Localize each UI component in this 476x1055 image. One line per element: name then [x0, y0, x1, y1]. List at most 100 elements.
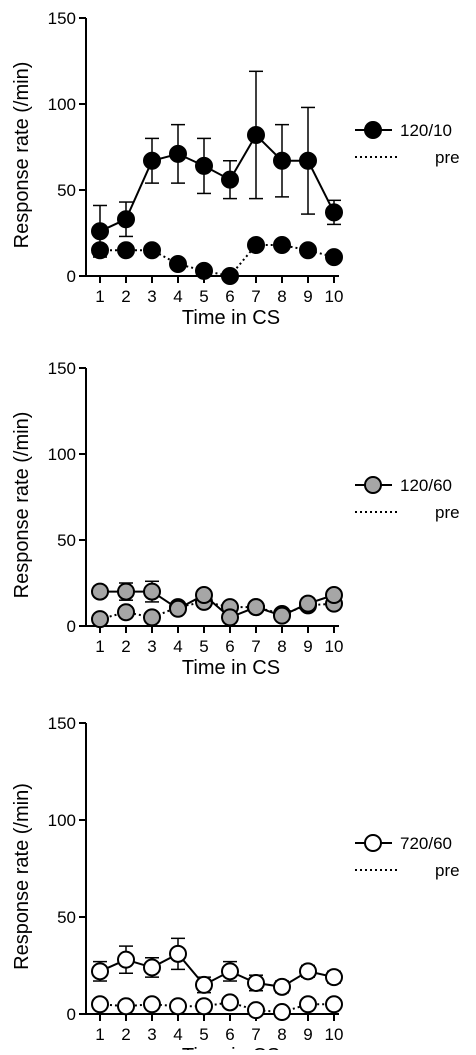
x-tick-label: 1 — [95, 1025, 104, 1044]
y-tick-label: 100 — [48, 95, 76, 114]
data-point — [299, 962, 317, 981]
y-tick-label: 0 — [67, 1005, 76, 1024]
data-point — [195, 975, 213, 994]
data-point — [143, 958, 161, 977]
data-point — [91, 962, 109, 981]
data-point — [221, 170, 239, 189]
x-tick-label: 1 — [95, 637, 104, 656]
y-axis-title: Response rate (/min) — [11, 62, 33, 249]
legend-label: 120/10 — [400, 121, 452, 140]
x-axis-title: Time in CS — [182, 1045, 280, 1050]
data-point — [221, 267, 239, 285]
series-line — [99, 1001, 334, 1014]
legend-label: 720/60 — [400, 834, 452, 853]
data-point — [221, 993, 239, 1012]
legend-label: pre — [435, 861, 460, 880]
data-point — [117, 603, 135, 622]
data-point — [273, 151, 291, 170]
x-tick-label: 8 — [277, 287, 286, 306]
x-tick-label: 3 — [147, 287, 156, 306]
x-tick-label: 4 — [173, 287, 182, 306]
y-tick-label: 100 — [48, 811, 76, 830]
x-tick-label: 3 — [147, 1025, 156, 1044]
y-tick-label: 50 — [57, 908, 76, 927]
data-point — [325, 968, 343, 987]
data-point — [91, 222, 109, 241]
data-point — [169, 944, 187, 963]
data-point — [117, 210, 135, 229]
data-point — [247, 973, 265, 992]
x-tick-label: 6 — [225, 1025, 234, 1044]
y-tick-label: 50 — [57, 181, 76, 200]
data-point — [325, 248, 343, 267]
x-tick-label: 4 — [173, 637, 182, 656]
x-axis-title: Time in CS — [182, 307, 280, 329]
series-main — [91, 937, 343, 996]
data-point — [169, 997, 187, 1016]
legend-label: 120/60 — [400, 476, 452, 495]
data-point — [273, 606, 291, 625]
series-pre — [91, 236, 343, 285]
data-point — [117, 582, 135, 601]
data-point — [91, 610, 109, 629]
chart-panel-2: 0 50 100 150 1 2 3 4 5 6 7 8 9 10 Time in CS Response r… — [11, 359, 460, 679]
x-tick-label: 5 — [199, 637, 208, 656]
data-point — [169, 599, 187, 618]
data-point — [247, 236, 265, 255]
x-tick-label: 6 — [225, 637, 234, 656]
legend-label: pre — [435, 148, 460, 167]
series-line — [99, 600, 335, 621]
x-tick-label: 4 — [173, 1025, 182, 1044]
x-tick-label: 3 — [147, 637, 156, 656]
legend: 120/60 pre — [355, 476, 460, 522]
data-point — [195, 586, 213, 605]
x-tick-label: 10 — [325, 287, 344, 306]
data-point — [221, 608, 239, 627]
x-tick-label: 8 — [277, 1025, 286, 1044]
y-axis-title: Response rate (/min) — [11, 783, 33, 970]
data-point — [169, 144, 187, 163]
data-point — [143, 151, 161, 170]
x-tick-label: 5 — [199, 1025, 208, 1044]
data-point — [169, 254, 187, 273]
data-point — [91, 582, 109, 601]
y-tick-label: 150 — [48, 714, 76, 733]
x-tick-label: 1 — [95, 287, 104, 306]
x-tick-label: 2 — [121, 1025, 130, 1044]
series-pre — [91, 993, 343, 1022]
y-tick-label: 100 — [48, 445, 76, 464]
data-point — [117, 997, 135, 1016]
x-tick-label: 10 — [325, 1025, 344, 1044]
y-axis-title: Response rate (/min) — [11, 412, 33, 599]
series-line — [100, 590, 335, 619]
data-point — [221, 962, 239, 981]
data-point — [143, 582, 161, 601]
x-tick-label: 9 — [303, 1025, 312, 1044]
series-line — [100, 244, 335, 278]
y-tick-label: 150 — [48, 359, 76, 378]
data-point — [273, 977, 291, 996]
x-tick-label: 9 — [303, 637, 312, 656]
data-point — [299, 241, 317, 260]
data-point — [143, 995, 161, 1014]
x-tick-label: 2 — [121, 637, 130, 656]
data-point — [273, 236, 291, 255]
x-axis-title: Time in CS — [182, 657, 280, 679]
x-tick-label: 5 — [199, 287, 208, 306]
x-tick-label: 8 — [277, 637, 286, 656]
data-point — [247, 125, 265, 144]
series-main — [91, 70, 343, 258]
x-tick-label: 7 — [251, 637, 260, 656]
data-point — [91, 995, 109, 1014]
x-tick-label: 6 — [225, 287, 234, 306]
series-line — [99, 952, 335, 988]
y-tick-label: 50 — [57, 531, 76, 550]
series-line — [99, 133, 335, 233]
data-point — [117, 950, 135, 969]
data-point — [195, 261, 213, 280]
y-tick-label: 150 — [48, 9, 76, 28]
data-point — [247, 598, 265, 617]
data-point — [299, 594, 317, 613]
